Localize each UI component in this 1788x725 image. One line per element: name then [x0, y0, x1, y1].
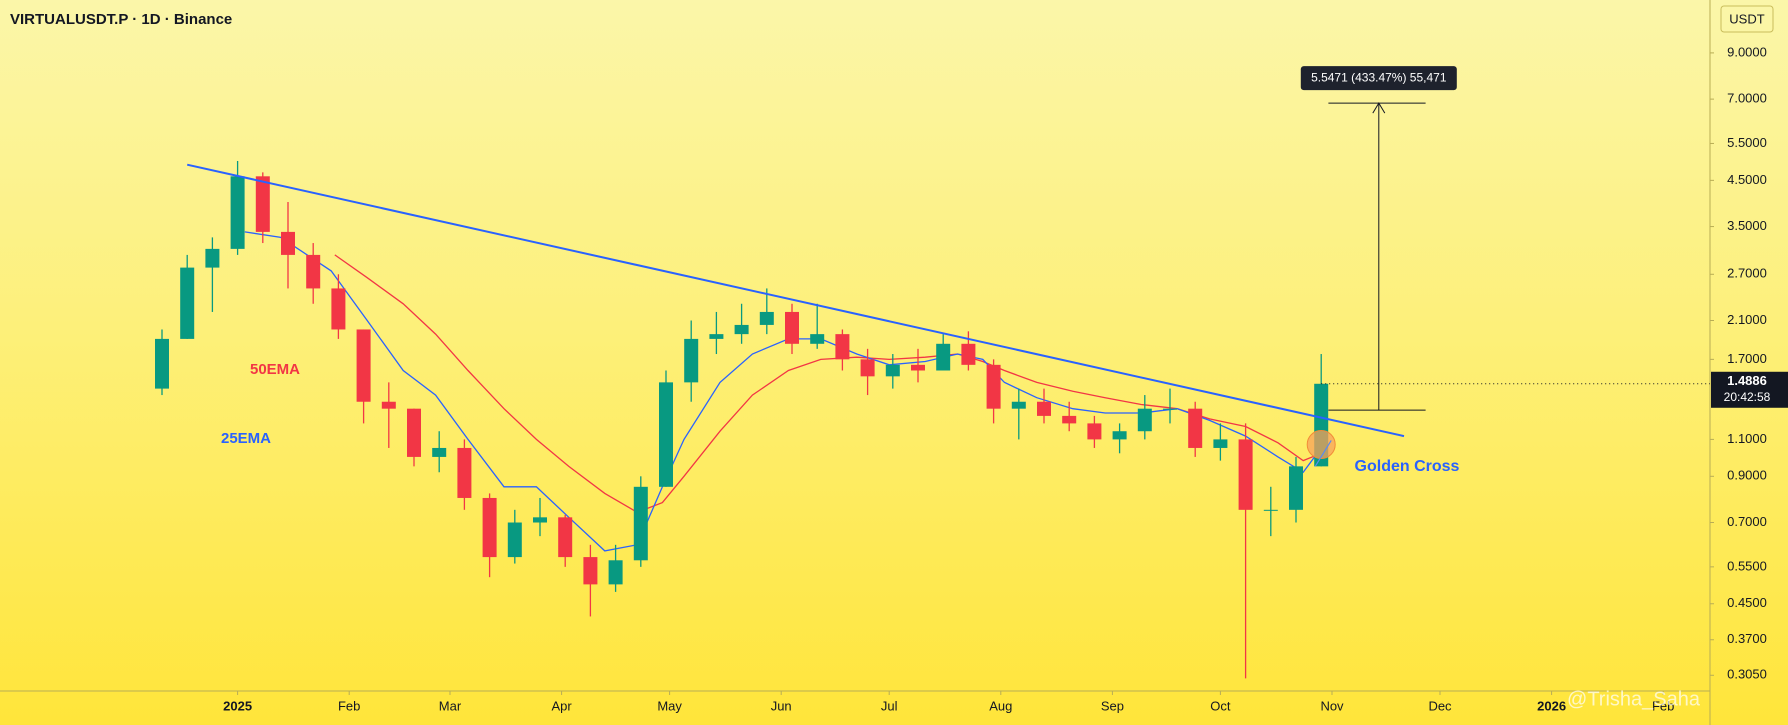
candle-body	[180, 267, 195, 339]
y-tick-label: 0.4500	[1727, 595, 1767, 610]
unit-box[interactable]	[1720, 5, 1774, 33]
x-tick-label: 2026	[1537, 698, 1566, 713]
candle-body	[1062, 415, 1077, 424]
candle-body	[1112, 431, 1127, 440]
x-tick-label: Sep	[1101, 698, 1124, 713]
candle-body	[936, 343, 951, 371]
candle-body	[961, 343, 976, 365]
candle-body	[457, 447, 472, 498]
candle-body	[331, 288, 346, 330]
golden-cross-pointer	[1314, 440, 1332, 467]
y-tick-label: 1.7000	[1727, 351, 1767, 366]
y-tick-label: 1.1000	[1727, 431, 1767, 446]
golden-cross-marker	[1306, 429, 1336, 459]
x-tick-label: May	[657, 698, 682, 713]
trend-line	[186, 163, 1405, 438]
x-tick-label: Aug	[989, 698, 1012, 713]
ema-label: 50EMA	[250, 361, 300, 378]
x-tick-label: Feb	[338, 698, 360, 713]
x-tick-label: Feb	[1652, 698, 1674, 713]
y-tick-label: 4.5000	[1727, 172, 1767, 187]
last-price: 1.4886	[1727, 373, 1767, 388]
candle-body	[734, 324, 749, 335]
ema-label: 25EMA	[221, 430, 271, 447]
golden-cross-label: Golden Cross	[1355, 458, 1460, 475]
y-tick-label: 0.3050	[1727, 667, 1767, 682]
chart-title: VIRTUALUSDT.P · 1D · Binance	[10, 11, 232, 28]
x-tick-label: 2025	[223, 698, 252, 713]
candle-body	[759, 311, 774, 325]
candle-body	[785, 311, 799, 344]
candle-body	[608, 560, 623, 585]
x-tick-label: Apr	[551, 698, 572, 713]
x-tick-label: Jul	[881, 698, 898, 713]
candle-body	[1137, 408, 1152, 432]
candle-body	[356, 329, 371, 402]
candle-body	[407, 408, 421, 457]
candle-body	[709, 334, 724, 339]
y-tick-label: 0.5500	[1727, 558, 1767, 573]
candle-body	[835, 334, 850, 360]
measure-label: 5.5471 (433.47%) 55,471	[1311, 70, 1447, 84]
candle-body	[558, 517, 573, 558]
candle-body	[432, 447, 447, 457]
candle-body	[1238, 439, 1253, 510]
countdown: 20:42:58	[1724, 390, 1771, 404]
ema-line	[244, 231, 1322, 552]
y-tick-label: 0.3700	[1727, 631, 1767, 646]
candle-body	[281, 231, 295, 255]
candle-body	[684, 338, 699, 383]
x-tick-label: Jun	[771, 698, 792, 713]
candle-body	[255, 176, 270, 232]
candle-body	[155, 338, 169, 389]
candle-body	[1263, 509, 1278, 511]
candle-body	[1087, 423, 1102, 440]
measure-arrowhead	[1372, 102, 1386, 114]
candle-body	[1188, 408, 1203, 448]
y-tick-label: 5.5000	[1727, 135, 1767, 150]
candle-body	[306, 254, 321, 289]
candle-body	[885, 364, 900, 377]
candle-body	[507, 522, 522, 558]
candle-body	[381, 401, 396, 409]
y-tick-label: 2.7000	[1727, 266, 1767, 281]
candle-body	[1163, 408, 1177, 410]
candle-body	[1011, 401, 1026, 409]
candle-body	[230, 176, 245, 249]
y-tick-label: 3.5000	[1727, 218, 1767, 233]
candle-body	[860, 359, 875, 377]
y-tick-label: 2.1000	[1727, 312, 1767, 327]
y-tick-label: 0.9000	[1727, 468, 1767, 483]
last-price-tag	[1711, 371, 1788, 408]
y-tick-label: 0.7000	[1727, 514, 1767, 529]
candle-body	[205, 248, 220, 268]
measure-label-bg	[1300, 66, 1457, 91]
x-tick-label: Nov	[1320, 698, 1344, 713]
candle-body	[1037, 401, 1051, 416]
candle-body	[659, 382, 673, 487]
x-tick-label: Mar	[439, 698, 462, 713]
candle-body	[1289, 466, 1303, 510]
candle-body	[911, 364, 925, 371]
y-tick-label: 9.0000	[1727, 44, 1767, 59]
candle-body	[633, 486, 648, 561]
candle-body	[533, 517, 547, 523]
x-tick-label: Oct	[1210, 698, 1231, 713]
candle-body	[1213, 439, 1228, 448]
candle-body	[583, 557, 598, 585]
y-unit: USDT	[1729, 11, 1764, 26]
candle-body	[986, 364, 1001, 409]
watermark: @Trisha_Saha	[1567, 688, 1701, 710]
x-tick-label: Dec	[1428, 698, 1452, 713]
candle-body	[482, 497, 497, 558]
y-tick-label: 7.0000	[1727, 91, 1767, 106]
candle-body	[810, 334, 825, 344]
